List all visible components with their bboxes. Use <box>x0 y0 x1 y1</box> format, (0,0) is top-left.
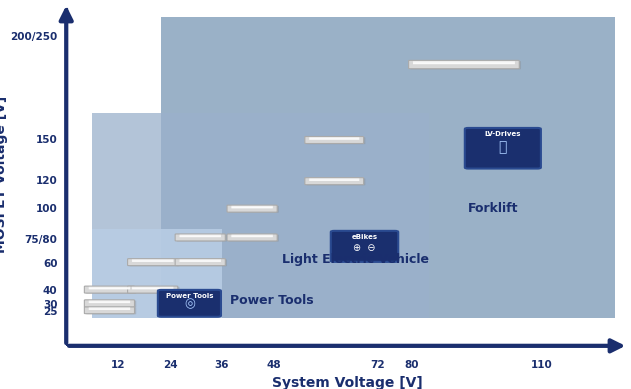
FancyBboxPatch shape <box>129 259 179 266</box>
FancyBboxPatch shape <box>305 137 363 144</box>
FancyBboxPatch shape <box>229 235 279 242</box>
FancyBboxPatch shape <box>227 205 277 212</box>
Bar <box>162 16 615 319</box>
FancyBboxPatch shape <box>85 300 134 307</box>
Text: Forklift: Forklift <box>468 202 519 215</box>
FancyBboxPatch shape <box>86 307 136 314</box>
Text: 150: 150 <box>36 135 57 145</box>
FancyBboxPatch shape <box>180 260 221 262</box>
FancyBboxPatch shape <box>180 236 221 237</box>
Text: 200/250: 200/250 <box>10 32 57 42</box>
FancyBboxPatch shape <box>229 206 279 213</box>
FancyBboxPatch shape <box>307 137 365 144</box>
FancyBboxPatch shape <box>89 308 130 310</box>
FancyBboxPatch shape <box>309 138 359 140</box>
Text: System Voltage [V]: System Voltage [V] <box>272 376 423 389</box>
FancyBboxPatch shape <box>232 236 273 237</box>
FancyBboxPatch shape <box>158 290 221 317</box>
FancyBboxPatch shape <box>132 259 174 262</box>
FancyBboxPatch shape <box>132 288 173 289</box>
Text: 12: 12 <box>111 359 126 370</box>
Text: 48: 48 <box>266 359 281 370</box>
FancyBboxPatch shape <box>177 235 227 242</box>
FancyBboxPatch shape <box>127 259 178 266</box>
Text: 72: 72 <box>370 359 385 370</box>
FancyBboxPatch shape <box>309 179 359 181</box>
FancyBboxPatch shape <box>89 288 130 289</box>
Text: ⬛: ⬛ <box>498 140 507 154</box>
FancyBboxPatch shape <box>89 307 130 310</box>
Text: ⊕  ⊖: ⊕ ⊖ <box>353 244 375 253</box>
Text: Power Tools: Power Tools <box>230 294 314 307</box>
FancyBboxPatch shape <box>413 62 515 64</box>
Text: MOSFET Voltage [V]: MOSFET Voltage [V] <box>0 96 8 253</box>
Text: 24: 24 <box>163 359 177 370</box>
Text: 30: 30 <box>43 300 57 310</box>
Bar <box>92 229 222 319</box>
FancyBboxPatch shape <box>89 301 130 303</box>
FancyBboxPatch shape <box>232 207 273 208</box>
Text: LV-Drives: LV-Drives <box>485 131 521 137</box>
Text: 100: 100 <box>36 203 57 214</box>
Text: 120: 120 <box>36 176 57 186</box>
FancyBboxPatch shape <box>175 234 225 241</box>
FancyBboxPatch shape <box>410 61 521 69</box>
FancyBboxPatch shape <box>127 286 178 293</box>
FancyBboxPatch shape <box>305 178 363 185</box>
FancyBboxPatch shape <box>129 287 179 294</box>
Text: Power Tools: Power Tools <box>166 293 213 299</box>
FancyBboxPatch shape <box>465 128 541 168</box>
FancyBboxPatch shape <box>232 206 273 209</box>
FancyBboxPatch shape <box>177 259 227 266</box>
Text: eBikes: eBikes <box>351 234 377 240</box>
Text: 36: 36 <box>215 359 229 370</box>
FancyBboxPatch shape <box>86 287 136 294</box>
FancyBboxPatch shape <box>307 179 365 186</box>
FancyBboxPatch shape <box>89 287 130 289</box>
FancyBboxPatch shape <box>409 60 519 69</box>
FancyBboxPatch shape <box>331 231 398 262</box>
FancyBboxPatch shape <box>179 235 221 237</box>
Text: 40: 40 <box>43 286 57 296</box>
FancyBboxPatch shape <box>175 259 225 266</box>
Text: 80: 80 <box>405 359 420 370</box>
Text: 25: 25 <box>43 307 57 317</box>
FancyBboxPatch shape <box>85 307 134 314</box>
FancyBboxPatch shape <box>85 286 134 293</box>
Text: Light Electric Vehicle: Light Electric Vehicle <box>282 253 429 266</box>
FancyBboxPatch shape <box>86 301 136 308</box>
FancyBboxPatch shape <box>179 259 221 262</box>
Text: ◎: ◎ <box>184 297 195 310</box>
FancyBboxPatch shape <box>132 260 173 262</box>
FancyBboxPatch shape <box>89 301 130 303</box>
FancyBboxPatch shape <box>413 61 515 64</box>
FancyBboxPatch shape <box>309 137 359 140</box>
Text: 110: 110 <box>531 359 553 370</box>
Bar <box>92 112 429 319</box>
FancyBboxPatch shape <box>132 287 174 289</box>
FancyBboxPatch shape <box>309 179 359 181</box>
FancyBboxPatch shape <box>232 235 273 237</box>
Text: 60: 60 <box>43 259 57 268</box>
Text: 75/80: 75/80 <box>25 235 57 245</box>
FancyBboxPatch shape <box>227 234 277 241</box>
